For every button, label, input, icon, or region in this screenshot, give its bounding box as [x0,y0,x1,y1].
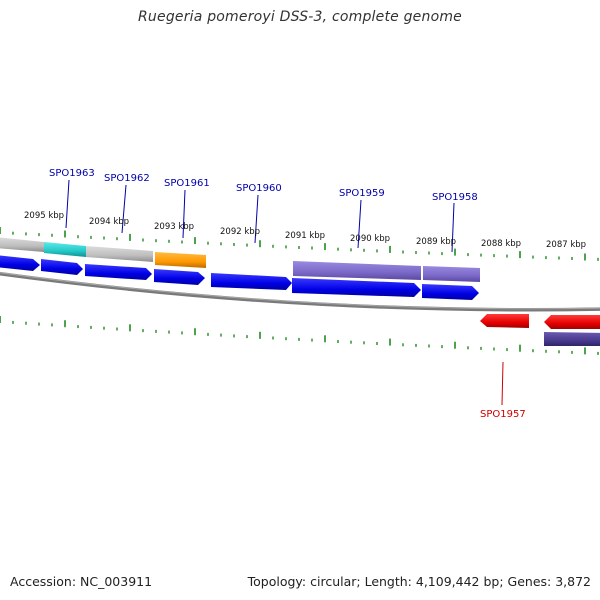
cds-arrow-reverse [544,315,600,329]
leader-line-spo1963 [65,179,70,229]
cog-segment-gray [0,237,44,252]
scale-label: 2088 kbp [481,239,521,249]
cds-arrow-forward [292,278,421,297]
scale-label: 2094 kbp [89,217,129,227]
cds-arrow-forward [0,255,40,271]
cds-arrow-forward [41,259,83,275]
cds-arrow-reverse [480,314,529,328]
cog-segment-dark [544,332,600,346]
gene-label-spo1959[interactable]: SPO1959 [339,188,385,199]
cds-arrow-forward [422,284,479,300]
map-title: Ruegeria pomeroyi DSS-3, complete genome [138,9,462,25]
scale-ticks-outer [0,227,599,261]
accession-label: Accession: NC_003911 [10,574,153,589]
leader-line-spo1962 [121,184,127,234]
genome-summary: Topology: circular; Length: 4,109,442 bp… [247,574,591,589]
cog-track [0,237,600,346]
forward-cds-track [0,255,479,300]
gene-label-spo1961[interactable]: SPO1961 [164,178,210,189]
scale-label: 2095 kbp [24,211,64,221]
gene-label-spo1962[interactable]: SPO1962 [104,173,150,184]
cog-segment-purple [293,261,421,280]
genome-backbone-highlight [0,272,600,310]
leader-line-spo1958 [451,202,455,253]
gene-label-spo1963[interactable]: SPO1963 [49,168,95,179]
cog-segment-orange [155,252,206,268]
gene-label-spo1957[interactable]: SPO1957 [480,409,526,420]
scale-label: 2089 kbp [416,237,456,247]
gene-label-spo1960[interactable]: SPO1960 [236,183,282,194]
label-leaders [65,179,504,406]
cds-arrow-forward [211,273,292,290]
reverse-cds-track [480,314,600,329]
scale-label: 2090 kbp [350,234,390,244]
scale-label: 2093 kbp [154,222,194,232]
cog-segment-purple [423,266,480,282]
gene-labels: SPO1963 SPO1962 SPO1961 SPO1960 SPO1959 … [49,168,526,420]
scale-labels: 2095 kbp 2094 kbp 2093 kbp 2092 kbp 2091… [24,211,586,250]
scale-label: 2092 kbp [220,227,260,237]
cds-arrow-forward [85,264,152,280]
leader-line-spo1961 [182,189,186,239]
cog-segment-cyan [44,242,86,257]
gene-label-spo1958[interactable]: SPO1958 [432,192,478,203]
genome-backbone [0,271,600,312]
scale-ticks-inner [0,316,599,355]
leader-line-spo1957 [501,361,504,406]
cds-arrow-forward [154,269,205,285]
scale-label: 2091 kbp [285,231,325,241]
leader-line-spo1959 [357,199,362,249]
cog-segment-gray [86,246,153,262]
leader-line-spo1960 [254,194,259,244]
scale-label: 2087 kbp [546,240,586,250]
